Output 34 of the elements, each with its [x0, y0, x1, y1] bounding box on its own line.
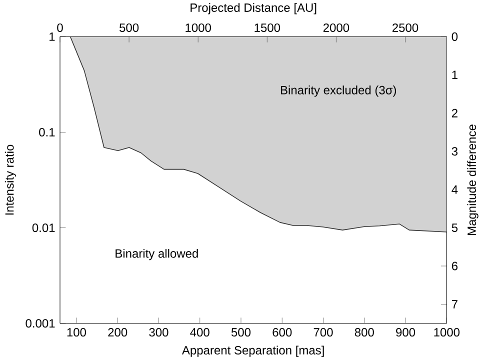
x-tick-label: 400 — [190, 328, 210, 337]
annotation: Binarity excluded (3σ) — [280, 86, 396, 97]
y2-tick-label: 6 — [452, 262, 458, 270]
x-tick-label: 300 — [149, 328, 168, 337]
x2-tick-label: 1000 — [186, 23, 211, 32]
x2-axis-title: Projected Distance [AU] — [190, 3, 316, 14]
x-tick-label: 800 — [354, 328, 374, 337]
x-tick-label: 100 — [67, 328, 86, 337]
y2-tick-label: 7 — [452, 300, 458, 308]
y2-tick-label: 5 — [452, 224, 458, 232]
x-tick-label: 1000 — [434, 328, 460, 337]
y-tick-label: 0.01 — [32, 224, 55, 232]
y2-tick-label: 4 — [452, 185, 458, 194]
y-tick-label: 1 — [50, 32, 55, 41]
x-tick-label: 500 — [231, 328, 251, 337]
x2-tick-label: 1500 — [254, 23, 280, 32]
x-tick-label: 600 — [272, 328, 292, 337]
annotation: Binarity allowed — [116, 248, 198, 260]
y2-tick-label: 3 — [452, 147, 458, 156]
x2-tick-label: 2500 — [392, 23, 418, 32]
x2-tick-label: 0 — [57, 23, 63, 32]
y2-tick-label: 1 — [452, 70, 458, 80]
x-tick-label: 700 — [314, 328, 333, 337]
x-tick-label: 200 — [108, 328, 128, 337]
y-axis-title: Intensity ratio — [4, 144, 16, 215]
y2-axis-title: Magnitude difference — [467, 124, 478, 235]
y2-tick-label: 0 — [452, 32, 458, 41]
x-tick-label: 900 — [396, 328, 416, 337]
x2-tick-label: 500 — [120, 23, 139, 32]
y-tick-label: 0.001 — [26, 319, 55, 328]
y-tick-label: 0.1 — [39, 128, 55, 136]
y2-tick-label: 2 — [452, 108, 458, 118]
x-axis-title: Apparent Separation [mas] — [182, 346, 324, 357]
x2-tick-label: 2000 — [323, 23, 350, 32]
